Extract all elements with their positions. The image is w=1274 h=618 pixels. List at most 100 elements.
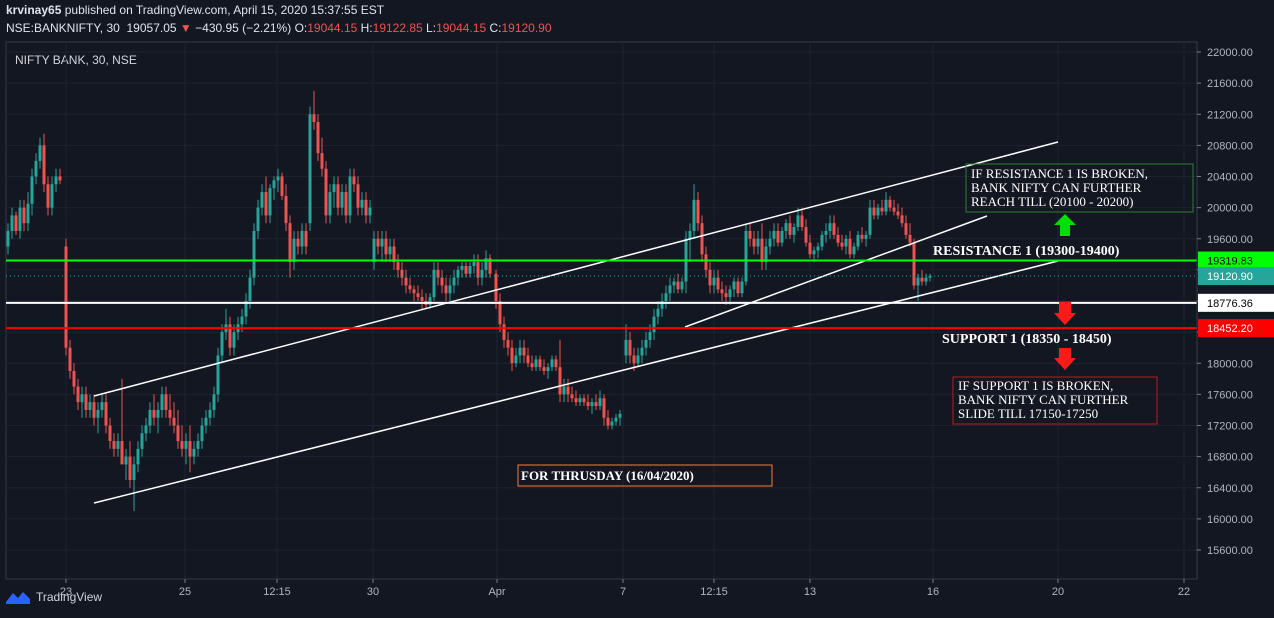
candle-body xyxy=(124,456,128,465)
candle-body xyxy=(868,207,872,235)
candle-body xyxy=(448,285,452,294)
price-tick-label: 21200.00 xyxy=(1207,109,1253,121)
chart-pane[interactable] xyxy=(5,41,1198,580)
support-note-box[interactable] xyxy=(952,376,1158,425)
candle-body xyxy=(844,238,848,247)
candle-body xyxy=(618,413,622,418)
candle-body xyxy=(820,234,824,247)
candle-body xyxy=(924,277,928,282)
price-tick-label: 20000.00 xyxy=(1207,203,1253,215)
candle-body xyxy=(50,184,54,208)
price-tag xyxy=(1198,267,1274,286)
support-note[interactable]: IF SUPPORT 1 IS BROKEN, BANK NIFTY CAN F… xyxy=(958,378,1132,421)
candle-body xyxy=(188,441,192,457)
candle-body xyxy=(776,230,780,243)
candle-body xyxy=(54,176,58,185)
candle-body xyxy=(772,230,776,239)
candle-body xyxy=(590,402,594,407)
candle-body xyxy=(38,145,42,161)
price-tick-label: 16800.00 xyxy=(1207,452,1253,464)
high-value: 19122.85 xyxy=(372,21,423,35)
candle-body xyxy=(792,227,796,235)
candle-body xyxy=(484,258,488,270)
candle-body xyxy=(610,421,614,426)
tradingview-branding[interactable]: TradingView xyxy=(6,590,102,604)
candle-body xyxy=(248,277,252,301)
resistance-note-line: BANK NIFTY CAN FURTHER xyxy=(971,180,1142,195)
candle-body xyxy=(440,277,444,286)
candle-body xyxy=(180,441,184,449)
candle-body xyxy=(460,265,464,270)
candle-body xyxy=(392,246,396,263)
time-tick-label: 7 xyxy=(620,586,626,598)
candle-body xyxy=(740,281,744,294)
price-tick-label: 20800.00 xyxy=(1207,140,1253,152)
price-tags: 19319.83 19120.90 18776.36 18452.20 xyxy=(1198,251,1274,338)
inner-channel-line[interactable] xyxy=(684,215,988,328)
candle-body xyxy=(72,371,76,387)
forecast-note-box[interactable] xyxy=(517,464,773,487)
resistance-note-line: IF RESISTANCE 1 IS BROKEN, xyxy=(971,166,1148,181)
candle-body xyxy=(300,230,304,247)
candle-body xyxy=(578,398,582,403)
candle-body xyxy=(316,122,320,154)
candlestick-series xyxy=(6,90,932,512)
candle-body xyxy=(606,417,610,426)
time-axis[interactable]: 23 25 12:15 30 Apr 7 12:15 13 16 20 22 xyxy=(6,578,1197,598)
candle-body xyxy=(412,289,416,294)
outer-channel-lower-line[interactable] xyxy=(93,260,1059,504)
candle-body xyxy=(788,223,792,235)
candle-body xyxy=(372,238,376,263)
time-tick-label: 12:15 xyxy=(700,586,728,598)
time-tick-label: 20 xyxy=(1052,586,1064,598)
candle-body xyxy=(328,192,332,216)
ohlc-header: NSE:BANKNIFTY, 30 19057.05 ▼ −430.95 (−2… xyxy=(6,21,552,35)
candle-body xyxy=(160,394,164,410)
candle-body xyxy=(892,207,896,212)
candle-body xyxy=(14,215,18,231)
resistance-note-box[interactable] xyxy=(965,163,1194,213)
candle-body xyxy=(498,301,502,325)
candle-body xyxy=(34,160,38,177)
candle-body xyxy=(256,207,260,231)
candle-body xyxy=(594,402,598,407)
candle-body xyxy=(280,176,284,196)
time-tick-label: 23 xyxy=(60,586,72,598)
candle-body xyxy=(420,297,424,301)
candle-body xyxy=(768,238,772,247)
candle-body xyxy=(220,332,224,356)
candle-body xyxy=(88,402,92,410)
resistance-note[interactable]: IF RESISTANCE 1 IS BROKEN, BANK NIFTY CA… xyxy=(971,166,1151,209)
candle-body xyxy=(336,184,340,208)
forecast-note[interactable]: FOR THRUSDAY (16/04/2020) xyxy=(521,468,694,483)
candle-body xyxy=(688,230,692,239)
candle-body xyxy=(80,394,84,403)
candle-body xyxy=(624,339,628,356)
candle-body xyxy=(100,402,104,410)
candle-body xyxy=(356,184,360,208)
candle-body xyxy=(518,347,522,356)
candle-body xyxy=(96,409,100,418)
price-tag-label: 18776.36 xyxy=(1207,298,1253,310)
candle-body xyxy=(232,332,236,348)
candle-body xyxy=(852,246,856,255)
author-name[interactable]: krvinay65 xyxy=(6,3,62,17)
resistance-label[interactable]: RESISTANCE 1 (19300-19400) xyxy=(933,244,1120,259)
candle-body xyxy=(920,277,924,282)
candle-body xyxy=(10,215,14,231)
candle-body xyxy=(574,398,578,403)
tradingview-logo-icon xyxy=(6,592,30,604)
candle-body xyxy=(272,180,276,189)
support-label[interactable]: SUPPORT 1 (18350 - 18450) xyxy=(942,332,1112,347)
candle-body xyxy=(312,114,316,123)
candle-body xyxy=(348,176,352,216)
candle-body xyxy=(268,188,272,216)
outer-channel-upper-line[interactable] xyxy=(93,141,1059,397)
candle-body xyxy=(864,234,868,239)
brand-name: TradingView xyxy=(36,590,103,604)
candle-body xyxy=(428,297,432,305)
candle-body xyxy=(464,265,468,274)
candle-body xyxy=(760,238,764,263)
candle-body xyxy=(836,234,840,243)
